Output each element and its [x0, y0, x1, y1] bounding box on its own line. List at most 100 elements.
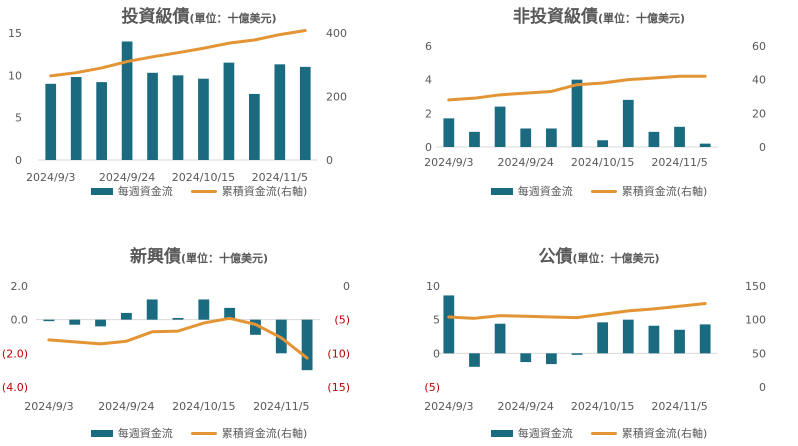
- legend-line-label: 累積資金流(右軸): [621, 427, 708, 440]
- x-tick-label: 2024/9/3: [424, 156, 473, 169]
- y-tick-left: 10: [8, 69, 22, 82]
- legend-line-swatch: [190, 431, 217, 435]
- chart-panel-gov: 公債(單位：十億美元) (5) 0 5 10 0 50 100 150 2024/9/3 2024…: [400, 240, 798, 446]
- legend-bar-swatch: [490, 429, 513, 437]
- legend-bar-label: 每週資金流: [517, 185, 573, 198]
- bar: [520, 128, 532, 147]
- bar: [520, 353, 532, 363]
- chart-title: 新興債(單位：十億美元): [0, 242, 398, 267]
- x-tick-label: 2024/9/24: [99, 171, 155, 184]
- y-tick-right: 0: [343, 280, 350, 293]
- legend-item-bar: 每週資金流: [490, 183, 573, 199]
- bar: [172, 317, 184, 320]
- bar: [120, 312, 132, 320]
- bar: [571, 353, 583, 355]
- legend-bar-label: 每週資金流: [517, 427, 573, 440]
- y-tick-left: 0: [433, 347, 440, 360]
- cumulative-line: [49, 28, 307, 78]
- y-tick-left: 0: [15, 154, 22, 167]
- legend-line-swatch: [590, 189, 617, 193]
- y-tick-left: 0.0: [11, 314, 29, 327]
- y-tick-right: (15): [327, 381, 350, 394]
- bar: [674, 126, 685, 147]
- legend-line-label: 累積資金流(右軸): [621, 185, 708, 198]
- y-tick-left: 2: [425, 107, 432, 120]
- bar: [96, 82, 107, 160]
- bar: [198, 78, 209, 160]
- y-tick-left: 2.0: [11, 280, 29, 293]
- bar: [648, 325, 660, 354]
- bar: [699, 143, 711, 147]
- legend-line-swatch: [590, 431, 617, 435]
- bar: [597, 140, 609, 147]
- y-tick-right: 0: [759, 141, 766, 154]
- x-tick-label: 2024/11/5: [253, 400, 309, 413]
- x-tick-label: 2024/9/24: [98, 400, 154, 413]
- bar: [147, 72, 158, 160]
- bar: [469, 131, 480, 147]
- x-tick-label: 2024/9/3: [26, 171, 75, 184]
- x-tick-label: 2024/10/15: [571, 156, 634, 169]
- y-tick-left: 0: [425, 141, 432, 154]
- legend-bar-label: 每週資金流: [117, 427, 173, 440]
- legend-line-label: 累積資金流(右軸): [221, 185, 308, 198]
- bar: [469, 353, 480, 367]
- chart-title: 非投資級債(單位：十億美元): [400, 2, 798, 27]
- y-tick-left: 15: [8, 27, 22, 40]
- legend-item-bar: 每週資金流: [90, 183, 173, 199]
- x-tick-label: 2024/9/24: [498, 156, 554, 169]
- x-tick-label: 2024/10/15: [172, 400, 235, 413]
- bar: [648, 131, 660, 147]
- legend-item-line: 累積資金流(右軸): [590, 183, 708, 199]
- chart-title-main: 非投資級債: [512, 7, 598, 27]
- bar: [597, 322, 609, 354]
- bar: [622, 319, 634, 354]
- x-tick-label: 2024/11/5: [651, 400, 707, 413]
- bar: [146, 299, 158, 320]
- bar: [301, 319, 313, 371]
- legend-item-line: 累積資金流(右軸): [190, 183, 308, 199]
- chart-legend: 每週資金流 累積資金流(右軸): [400, 425, 798, 441]
- chart-svg: (4.0) (2.0) 0.0 2.0 (15) (10) (5) 0 2024/9/3 2024…: [2, 280, 350, 413]
- y-tick-left: 10: [426, 280, 440, 293]
- bar: [545, 353, 557, 365]
- cumulative-line: [447, 74, 707, 102]
- bar: [674, 329, 685, 354]
- y-tick-right: 150: [745, 280, 766, 293]
- y-tick-right: 0: [759, 381, 766, 394]
- legend-line-swatch: [190, 189, 217, 193]
- bar: [699, 324, 711, 354]
- legend-item-line: 累積資金流(右軸): [590, 425, 708, 441]
- bar: [45, 83, 57, 160]
- bar: [622, 99, 634, 147]
- chart-title: 投資級債(單位：十億美元): [0, 2, 398, 27]
- chart-svg: 0 5 10 15 0 200 400 2024/9/3 2024/9/24 2024/10/15…: [8, 27, 347, 184]
- x-tick-label: 2024/11/5: [252, 171, 308, 184]
- y-tick-right: (5): [334, 314, 350, 327]
- bar: [545, 128, 557, 147]
- bar: [274, 64, 286, 160]
- y-tick-right: 50: [752, 347, 766, 360]
- legend-bar-label: 每週資金流: [117, 185, 173, 198]
- y-tick-right: 20: [752, 107, 766, 120]
- chart-panel-hy: 非投資級債(單位：十億美元) 0 2 4 6 0 20 40 60 2024/9/3 2024/9…: [400, 0, 798, 223]
- chart-title: 公債(單位：十億美元): [400, 242, 798, 267]
- chart-title-main: 新興債: [129, 247, 181, 267]
- y-tick-right: 60: [752, 40, 766, 53]
- y-tick-right: 40: [752, 74, 766, 87]
- y-tick-left: 4: [425, 74, 432, 87]
- y-tick-right: 200: [326, 91, 347, 104]
- bar: [494, 106, 506, 147]
- y-tick-right: 400: [326, 27, 347, 40]
- bar: [443, 295, 455, 354]
- x-tick-label: 2024/9/3: [24, 400, 73, 413]
- legend-bar-swatch: [90, 429, 113, 437]
- x-tick-label: 2024/10/15: [172, 171, 235, 184]
- y-tick-left: 5: [15, 112, 22, 125]
- chart-title-main: 公債: [538, 247, 573, 267]
- chart-panel-em: 新興債(單位：十億美元) (4.0) (2.0) 0.0 2.0 (15) (10) (5)…: [0, 240, 398, 446]
- y-tick-right: (10): [327, 347, 350, 360]
- bar: [224, 307, 236, 320]
